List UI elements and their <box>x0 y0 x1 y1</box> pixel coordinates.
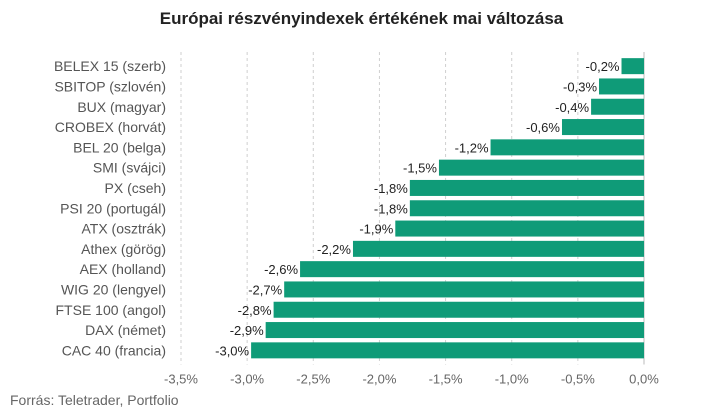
category-labels: BELEX 15 (szerb) SBITOP (szlovén) BUX (mag… <box>54 58 166 358</box>
value-label: -1,8% <box>374 181 408 196</box>
category-label: AEX (holland) <box>80 261 166 277</box>
value-label: -0,4% <box>555 100 589 115</box>
bar <box>409 200 644 217</box>
x-tick-label: -1,5% <box>429 372 463 387</box>
category-label: PSI 20 (portugál) <box>60 200 166 216</box>
value-label: -2,8% <box>238 303 272 318</box>
value-label: -0,2% <box>586 59 620 74</box>
value-label: -2,6% <box>264 262 298 277</box>
bar <box>251 342 644 359</box>
value-label: -2,2% <box>317 242 351 257</box>
bar <box>273 301 644 318</box>
x-tick-label: -2,0% <box>362 372 396 387</box>
category-label: PX (cseh) <box>105 180 166 196</box>
value-label: -3,0% <box>215 343 249 358</box>
bar <box>599 78 644 95</box>
x-tick-label: -3,0% <box>230 372 264 387</box>
value-label: -2,7% <box>248 282 282 297</box>
bars <box>251 58 644 359</box>
value-label: -1,9% <box>359 222 393 237</box>
value-labels: -0,2% -0,3% -0,4% -0,6% -1,2% -1,5% -1,8% -1,8%… <box>215 59 620 358</box>
source-note: Forrás: Teletrader, Portfolio <box>10 392 179 408</box>
value-label: -1,5% <box>403 161 437 176</box>
bar <box>561 119 644 136</box>
chart-title: Európai részvényindexek értékének mai vá… <box>159 9 564 28</box>
x-tick-label: 0,0% <box>629 372 659 387</box>
bar <box>409 179 644 196</box>
category-label: BUX (magyar) <box>77 99 166 115</box>
category-label: WIG 20 (lengyel) <box>61 281 166 297</box>
value-label: -1,8% <box>374 201 408 216</box>
value-label: -2,9% <box>230 323 264 338</box>
category-label: BELEX 15 (szerb) <box>54 58 166 74</box>
category-label: SBITOP (szlovén) <box>54 78 166 94</box>
category-label: FTSE 100 (angol) <box>56 302 167 318</box>
x-tick-label: -2,5% <box>296 372 330 387</box>
x-tick-label: -3,5% <box>164 372 198 387</box>
x-tick-label: -0,5% <box>561 372 595 387</box>
value-label: -1,2% <box>455 140 489 155</box>
value-label: -0,3% <box>563 79 597 94</box>
bar <box>265 322 644 339</box>
bar <box>284 281 644 298</box>
category-label: ATX (osztrák) <box>81 221 166 237</box>
category-label: CROBEX (horvát) <box>55 119 166 135</box>
category-label: Athex (görög) <box>81 241 166 257</box>
x-tick-label: -1,0% <box>495 372 529 387</box>
bar <box>395 220 644 237</box>
bar <box>300 261 644 278</box>
bar <box>591 98 644 115</box>
x-axis-ticks: -3,5% -3,0% -2,5% -2,0% -1,5% -1,0% -0,5% 0,0% <box>164 372 659 387</box>
bar <box>621 58 644 75</box>
category-label: CAC 40 (francia) <box>62 342 166 358</box>
bar <box>352 240 644 257</box>
category-label: BEL 20 (belga) <box>73 139 166 155</box>
category-label: SMI (svájci) <box>93 160 166 176</box>
value-label: -0,6% <box>526 120 560 135</box>
bar <box>490 139 644 156</box>
bar <box>438 159 644 176</box>
category-label: DAX (német) <box>85 322 166 338</box>
